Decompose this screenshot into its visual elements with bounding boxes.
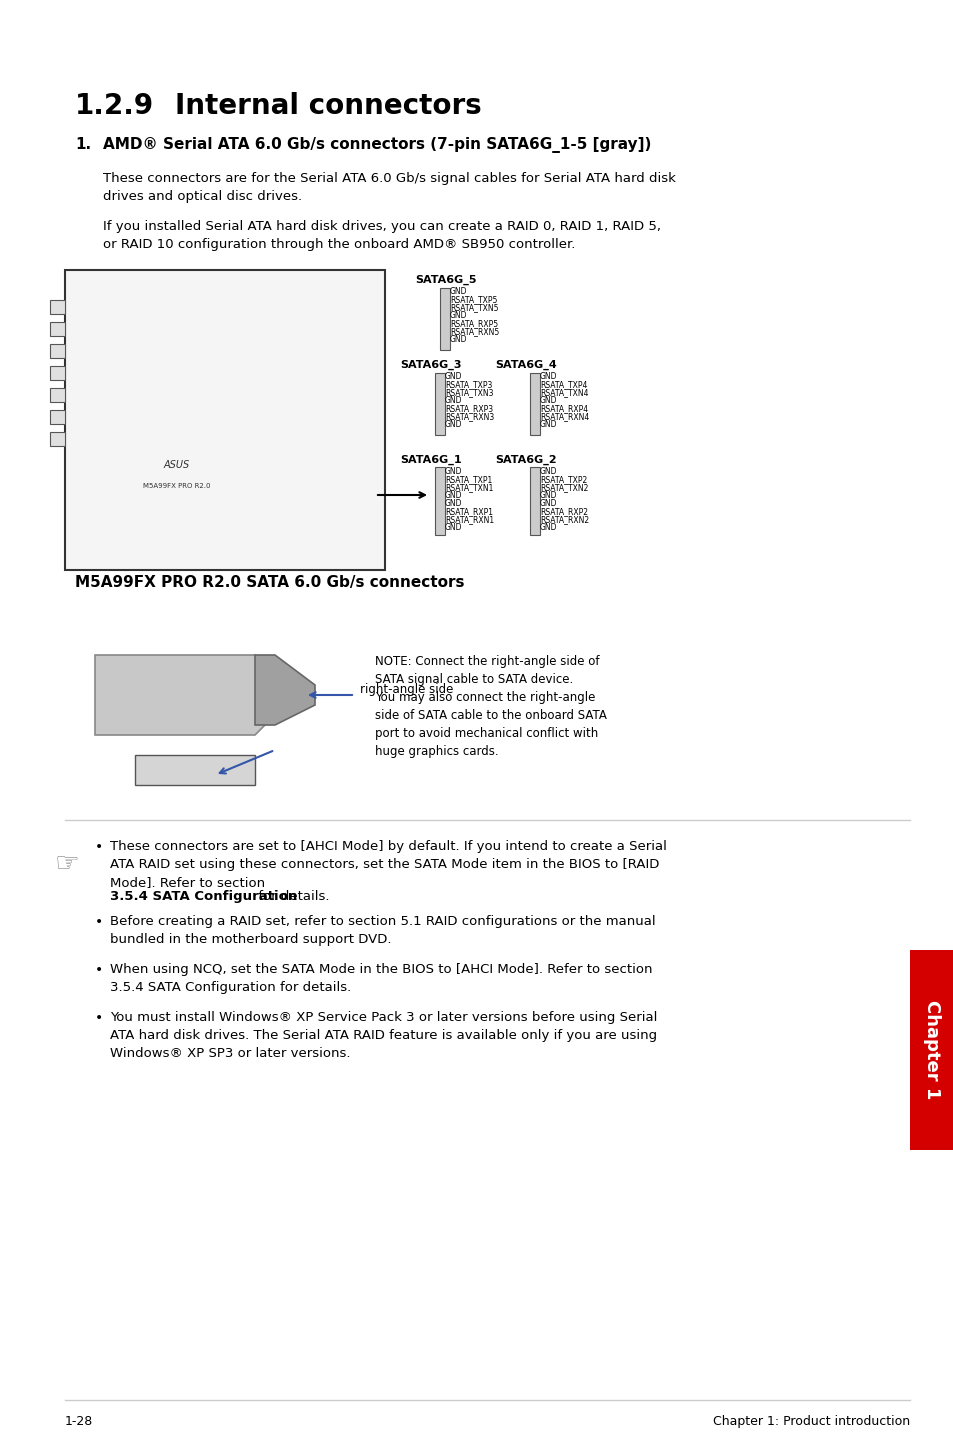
Text: RSATA_RXN4: RSATA_RXN4 (539, 413, 589, 421)
Text: •: • (95, 915, 103, 929)
Text: SATA6G_2: SATA6G_2 (495, 454, 556, 466)
Text: GND: GND (450, 288, 467, 296)
Text: Chapter 1: Chapter 1 (923, 1001, 940, 1100)
FancyBboxPatch shape (50, 322, 65, 336)
Text: These connectors are set to [AHCI Mode] by default. If you intend to create a Se: These connectors are set to [AHCI Mode] … (110, 840, 666, 889)
Text: GND: GND (444, 490, 462, 500)
Polygon shape (95, 654, 274, 735)
Text: RSATA_TXN1: RSATA_TXN1 (444, 483, 493, 492)
Text: M5A99FX PRO R2.0 SATA 6.0 Gb/s connectors: M5A99FX PRO R2.0 SATA 6.0 Gb/s connector… (75, 575, 464, 590)
Text: RSATA_TXP5: RSATA_TXP5 (450, 295, 497, 303)
Text: RSATA_RXN1: RSATA_RXN1 (444, 515, 494, 523)
Text: GND: GND (444, 372, 462, 381)
Text: SATA6G_3: SATA6G_3 (399, 360, 461, 370)
Text: GND: GND (444, 523, 462, 532)
Text: for details.: for details. (253, 890, 329, 903)
Text: right-angle side: right-angle side (359, 683, 453, 696)
Text: GND: GND (539, 395, 557, 406)
FancyBboxPatch shape (135, 755, 254, 785)
Text: GND: GND (539, 420, 557, 429)
Text: 1.2.9: 1.2.9 (75, 92, 154, 119)
Text: RSATA_RXP5: RSATA_RXP5 (450, 319, 497, 328)
Text: RSATA_TXP2: RSATA_TXP2 (539, 475, 587, 485)
Text: ASUS: ASUS (164, 460, 190, 470)
FancyBboxPatch shape (530, 467, 539, 535)
Text: GND: GND (444, 395, 462, 406)
Text: GND: GND (444, 420, 462, 429)
Text: RSATA_RXP1: RSATA_RXP1 (444, 508, 493, 516)
Text: RSATA_TXP4: RSATA_TXP4 (539, 380, 587, 390)
Text: RSATA_RXP4: RSATA_RXP4 (539, 404, 587, 413)
Text: You must install Windows® XP Service Pack 3 or later versions before using Seria: You must install Windows® XP Service Pac… (110, 1011, 657, 1060)
Text: SATA6G_1: SATA6G_1 (399, 454, 461, 466)
Text: GND: GND (450, 335, 467, 344)
Text: These connectors are for the Serial ATA 6.0 Gb/s signal cables for Serial ATA ha: These connectors are for the Serial ATA … (103, 173, 675, 203)
Text: AMD® Serial ATA 6.0 Gb/s connectors (7-pin SATA6G_1-5 [gray]): AMD® Serial ATA 6.0 Gb/s connectors (7-p… (103, 137, 651, 152)
Text: M5A99FX PRO R2.0: M5A99FX PRO R2.0 (143, 483, 211, 489)
FancyBboxPatch shape (435, 467, 444, 535)
Text: RSATA_RXN2: RSATA_RXN2 (539, 515, 589, 523)
FancyBboxPatch shape (50, 410, 65, 424)
Text: Chapter 1: Product introduction: Chapter 1: Product introduction (712, 1415, 909, 1428)
Text: When using NCQ, set the SATA Mode in the BIOS to [AHCI Mode]. Refer to section
3: When using NCQ, set the SATA Mode in the… (110, 963, 652, 994)
Text: •: • (95, 963, 103, 976)
Text: GND: GND (450, 311, 467, 321)
Text: 3.5.4 SATA Configuration: 3.5.4 SATA Configuration (110, 890, 297, 903)
FancyBboxPatch shape (50, 344, 65, 358)
Text: RSATA_RXN5: RSATA_RXN5 (450, 326, 498, 336)
FancyBboxPatch shape (50, 301, 65, 313)
Text: Internal connectors: Internal connectors (174, 92, 481, 119)
Text: GND: GND (539, 467, 557, 476)
Text: RSATA_TXN5: RSATA_TXN5 (450, 303, 498, 312)
Text: •: • (95, 1011, 103, 1025)
FancyBboxPatch shape (50, 388, 65, 403)
Text: RSATA_TXN2: RSATA_TXN2 (539, 483, 588, 492)
Text: SATA6G_5: SATA6G_5 (415, 275, 476, 285)
FancyBboxPatch shape (65, 270, 385, 569)
Text: GND: GND (539, 490, 557, 500)
Text: Before creating a RAID set, refer to section 5.1 RAID configurations or the manu: Before creating a RAID set, refer to sec… (110, 915, 655, 946)
Text: NOTE: Connect the right-angle side of
SATA signal cable to SATA device.
You may : NOTE: Connect the right-angle side of SA… (375, 654, 606, 758)
Text: RSATA_RXP2: RSATA_RXP2 (539, 508, 587, 516)
Text: ☞: ☞ (55, 850, 80, 879)
FancyBboxPatch shape (530, 372, 539, 436)
Text: RSATA_TXP3: RSATA_TXP3 (444, 380, 492, 390)
FancyBboxPatch shape (439, 288, 450, 349)
Text: RSATA_TXN3: RSATA_TXN3 (444, 388, 493, 397)
Text: GND: GND (444, 499, 462, 508)
Text: RSATA_TXP1: RSATA_TXP1 (444, 475, 492, 485)
Text: SATA6G_4: SATA6G_4 (495, 360, 557, 370)
FancyBboxPatch shape (50, 431, 65, 446)
Text: GND: GND (539, 523, 557, 532)
FancyBboxPatch shape (435, 372, 444, 436)
Text: RSATA_RXP3: RSATA_RXP3 (444, 404, 493, 413)
Text: RSATA_TXN4: RSATA_TXN4 (539, 388, 588, 397)
Text: GND: GND (539, 372, 557, 381)
Text: RSATA_RXN3: RSATA_RXN3 (444, 413, 494, 421)
Text: GND: GND (539, 499, 557, 508)
Text: If you installed Serial ATA hard disk drives, you can create a RAID 0, RAID 1, R: If you installed Serial ATA hard disk dr… (103, 220, 660, 252)
Polygon shape (254, 654, 314, 725)
Text: 1.: 1. (75, 137, 91, 152)
FancyBboxPatch shape (50, 367, 65, 380)
Text: 1-28: 1-28 (65, 1415, 93, 1428)
Text: GND: GND (444, 467, 462, 476)
FancyBboxPatch shape (909, 951, 953, 1150)
Text: •: • (95, 840, 103, 854)
